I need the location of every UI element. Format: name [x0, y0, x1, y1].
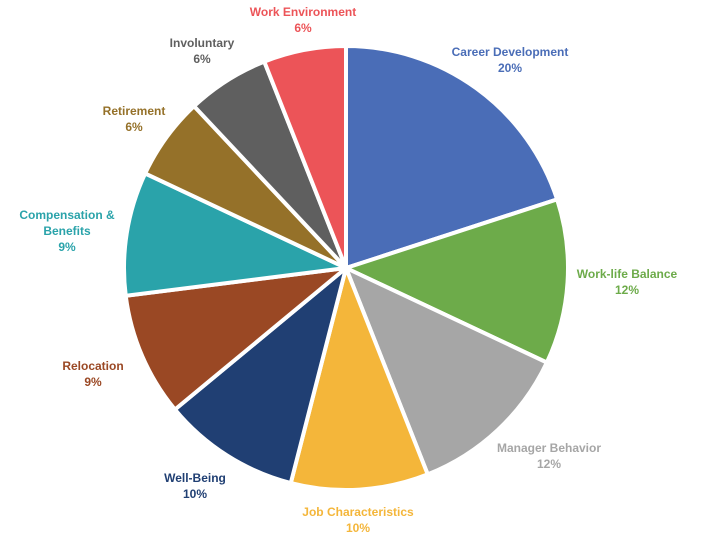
pie-label-value: 6% — [193, 52, 211, 66]
pie-label-retirement: Retirement 6% — [103, 104, 166, 134]
pie-label-value: 10% — [183, 487, 207, 501]
pie-label-name: Job Characteristics — [302, 505, 414, 519]
pie-label-value: 6% — [125, 120, 143, 134]
pie-slice-well-being — [172, 266, 348, 486]
pie-label-name: Involuntary — [170, 36, 235, 50]
pie-slice-work-environment — [262, 44, 348, 270]
pie-label-name: Well-Being — [164, 471, 226, 485]
pie-label-value: 20% — [498, 61, 522, 75]
pie-label-job-characteristics: Job Characteristics 10% — [302, 505, 414, 535]
pie-label-involuntary: Involuntary 6% — [170, 36, 235, 66]
pie-slice-compensation-benefits — [122, 171, 348, 298]
pie-slice-work-life-balance — [344, 197, 570, 365]
pie-label-name: Manager Behavior — [497, 441, 601, 455]
pie-label-name: Work-life Balance — [577, 267, 678, 281]
pie-slices — [122, 44, 570, 492]
pie-label-name: Work Environment — [250, 5, 356, 19]
pie-slice-manager-behavior — [344, 266, 549, 477]
pie-label-well-being: Well-Being 10% — [164, 471, 226, 501]
pie-label-value: 6% — [294, 21, 312, 35]
pie-label-value: 9% — [84, 375, 102, 389]
pie-label-work-life-balance: Work-life Balance 12% — [577, 267, 678, 297]
pie-label-relocation: Relocation 9% — [62, 359, 123, 389]
pie-label-value: 10% — [346, 521, 370, 535]
pie-label-name: Benefits — [43, 224, 91, 238]
pie-label-value: 12% — [615, 283, 639, 297]
pie-label-name: Career Development — [452, 45, 569, 59]
pie-labels: Career Development 20% Work-life Balance 12… — [19, 5, 677, 535]
pie-slice-relocation — [123, 266, 348, 412]
pie-slice-job-characteristics — [288, 266, 430, 492]
pie-label-name: Retirement — [103, 104, 166, 118]
pie-label-work-environment: Work Environment 6% — [250, 5, 356, 35]
pie-label-name: Compensation & — [19, 208, 115, 222]
pie-label-manager-behavior: Manager Behavior 12% — [497, 441, 601, 471]
pie-label-value: 12% — [537, 457, 561, 471]
pie-label-compensation-benefits: Compensation & Benefits 9% — [19, 208, 115, 254]
pie-label-value: 9% — [58, 240, 76, 254]
pie-label-career-development: Career Development 20% — [452, 45, 569, 75]
pie-slice-career-development — [344, 44, 560, 270]
pie-label-name: Relocation — [62, 359, 123, 373]
